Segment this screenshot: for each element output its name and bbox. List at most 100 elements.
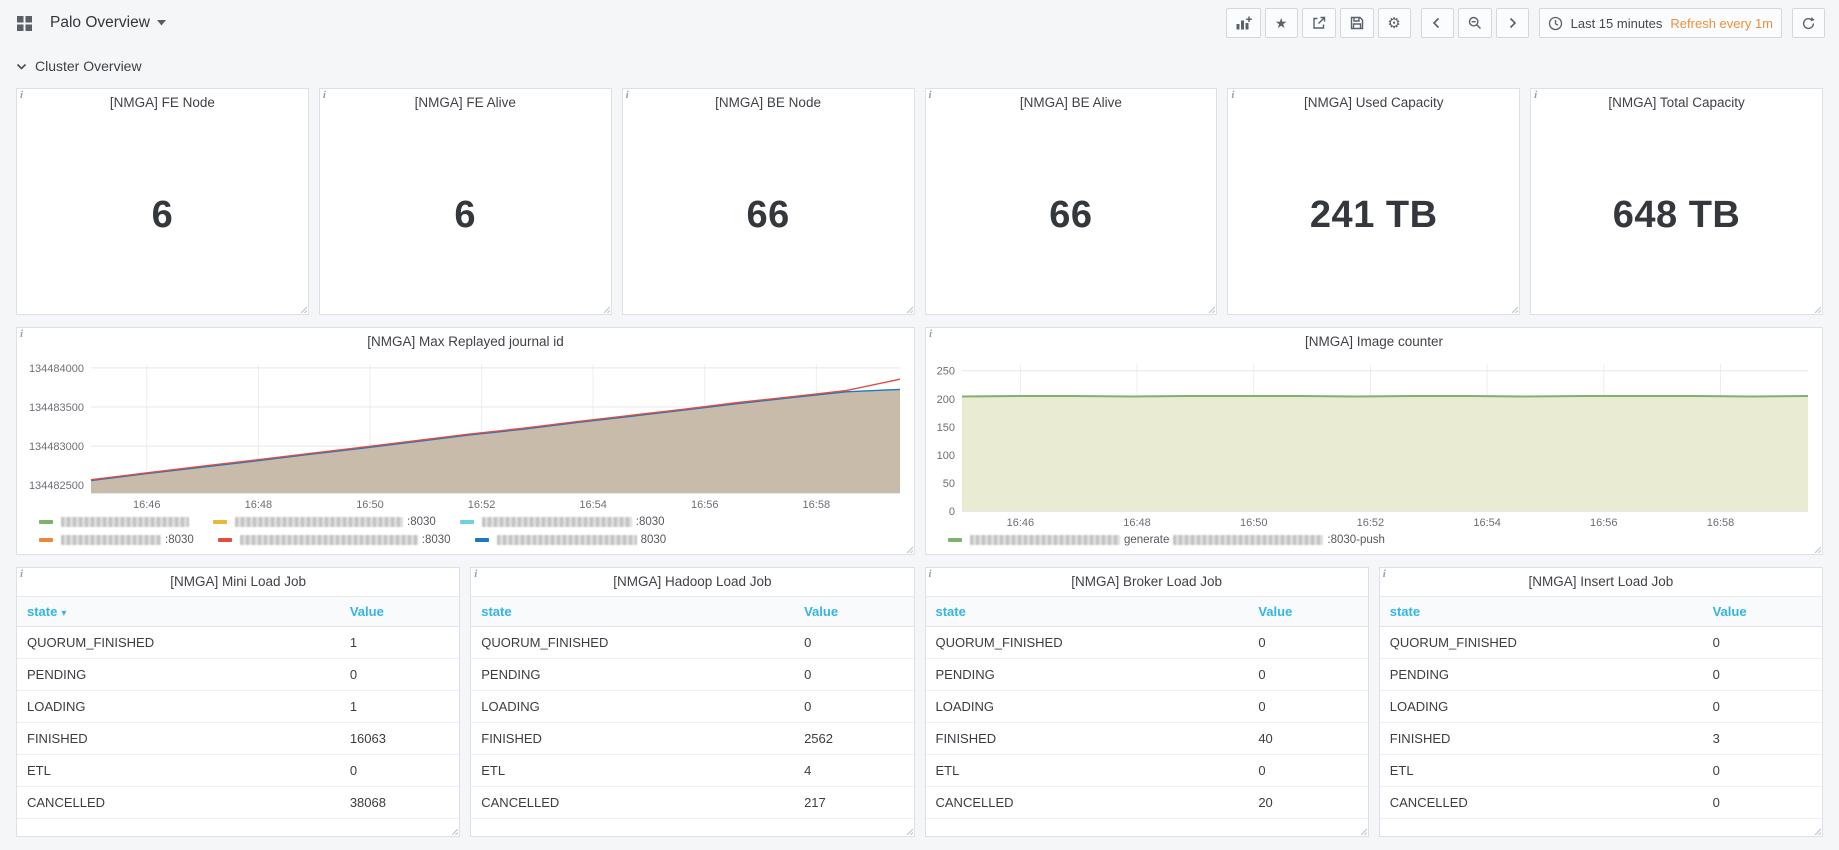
svg-text:16:58: 16:58 bbox=[1707, 517, 1735, 529]
panel-title[interactable]: [NMGA] BE Node bbox=[715, 95, 821, 110]
cell-value: 0 bbox=[1712, 795, 1720, 810]
panel-resize-handle[interactable] bbox=[1812, 544, 1821, 553]
panel-info-icon[interactable]: i bbox=[1382, 568, 1386, 580]
redacted-text bbox=[970, 535, 1120, 545]
panel-resize-handle[interactable] bbox=[449, 826, 459, 835]
cell-value: 0 bbox=[1712, 667, 1720, 682]
graph-plot-area[interactable]: 16:46 16:48 16:50 16:52 16:54 16:56 16:58 0 50 10… bbox=[926, 356, 1822, 531]
legend-item[interactable]: 8030 bbox=[474, 534, 669, 546]
column-header-value[interactable]: Value bbox=[1712, 604, 1747, 619]
panel-info-icon[interactable]: i bbox=[929, 328, 933, 340]
panel-title[interactable]: [NMGA] FE Alive bbox=[414, 95, 516, 110]
cell-value: 1 bbox=[349, 635, 358, 650]
graph-row: i [NMGA] Max Replayed journal id 16:46 16:4… bbox=[16, 327, 1823, 555]
panel-resize-handle[interactable] bbox=[1358, 826, 1367, 835]
table-panel: i [NMGA] Hadoop Load Job state Value QUORUM_… bbox=[470, 567, 915, 837]
legend-item[interactable]: generate:8030-push bbox=[948, 534, 1387, 546]
panel-resize-handle[interactable] bbox=[1812, 304, 1821, 313]
panel-info-icon[interactable]: i bbox=[20, 89, 24, 101]
panel-info-icon[interactable]: i bbox=[928, 89, 932, 101]
panel-resize-handle[interactable] bbox=[904, 826, 913, 835]
table-row: FINISHED 2562 bbox=[471, 723, 914, 755]
panel-resize-handle[interactable] bbox=[904, 304, 913, 313]
svg-text:134483000: 134483000 bbox=[29, 441, 84, 453]
cell-state: CANCELLED bbox=[935, 795, 1014, 810]
legend-item[interactable]: :8030 bbox=[459, 516, 667, 528]
panel-info-icon[interactable]: i bbox=[1231, 89, 1235, 101]
panel-title[interactable]: [NMGA] FE Node bbox=[109, 95, 215, 110]
table-row: QUORUM_FINISHED 1 bbox=[17, 627, 460, 659]
panel-info-icon[interactable]: i bbox=[928, 568, 932, 580]
star-dashboard-button[interactable]: ★ bbox=[1264, 8, 1298, 38]
zoom-out-button[interactable] bbox=[1457, 8, 1492, 38]
table-row: PENDING 0 bbox=[925, 659, 1368, 691]
panel-resize-handle[interactable] bbox=[1509, 304, 1519, 313]
legend-item[interactable]: :8030 bbox=[217, 534, 453, 546]
dashboard-title-dropdown[interactable]: Palo Overview bbox=[44, 13, 172, 33]
svg-text:16:56: 16:56 bbox=[1590, 517, 1618, 529]
svg-text:200: 200 bbox=[937, 394, 955, 406]
svg-text:134482500: 134482500 bbox=[29, 480, 84, 492]
panel-title[interactable]: [NMGA] Total Capacity bbox=[1608, 95, 1745, 110]
panel-title[interactable]: [NMGA] Used Capacity bbox=[1303, 95, 1444, 110]
dashboard-content: Cluster Overview i [NMGA] FE Node 6 i [NMGA]… bbox=[0, 52, 1839, 837]
cell-value: 0 bbox=[1712, 699, 1720, 714]
panel-title[interactable]: [NMGA] Hadoop Load Job bbox=[613, 574, 772, 589]
legend-item[interactable]: :8030 bbox=[39, 534, 196, 546]
panel-resize-handle[interactable] bbox=[298, 304, 307, 313]
cell-state: QUORUM_FINISHED bbox=[935, 635, 1063, 650]
panel-info-icon[interactable]: i bbox=[625, 89, 629, 101]
apps-grid-icon bbox=[17, 15, 32, 31]
cell-state: FINISHED bbox=[935, 731, 997, 746]
graph-canvas[interactable]: 16:46 16:48 16:50 16:52 16:54 16:56 16:58 0 50 10… bbox=[926, 356, 1822, 531]
time-shift-forward-button[interactable] bbox=[1495, 8, 1529, 38]
panel-title[interactable]: [NMGA] Image counter bbox=[1304, 334, 1444, 349]
panel-info-icon[interactable]: i bbox=[322, 89, 326, 101]
save-dashboard-button[interactable] bbox=[1339, 8, 1374, 38]
legend-label-text: 8030 bbox=[640, 534, 667, 546]
time-shift-back-button[interactable] bbox=[1420, 8, 1454, 38]
panel-title[interactable]: [NMGA] BE Alive bbox=[1019, 95, 1122, 110]
column-header-state[interactable]: state bbox=[1389, 604, 1421, 619]
column-header-value[interactable]: Value bbox=[1258, 604, 1293, 619]
add-panel-button[interactable] bbox=[1225, 8, 1261, 38]
column-header-value[interactable]: Value bbox=[804, 604, 839, 619]
column-header-state[interactable]: state bbox=[935, 604, 966, 619]
singlestat-panel: i [NMGA] FE Alive 6 bbox=[318, 88, 612, 315]
panel-info-icon[interactable]: i bbox=[1534, 89, 1538, 101]
panel-resize-handle[interactable] bbox=[601, 304, 610, 313]
legend-item[interactable] bbox=[39, 517, 191, 527]
main-menu-button[interactable] bbox=[14, 11, 35, 36]
column-header-state[interactable]: state ▾ bbox=[27, 604, 67, 619]
panel-title[interactable]: [NMGA] Mini Load Job bbox=[170, 574, 307, 589]
graph-canvas[interactable]: 16:46 16:48 16:50 16:52 16:54 16:56 16:58 13448… bbox=[17, 356, 914, 513]
cell-state: ETL bbox=[1389, 763, 1414, 778]
graph-body: 16:46 16:48 16:50 16:52 16:54 16:56 16:58 0 50 10… bbox=[926, 356, 1822, 554]
share-dashboard-button[interactable] bbox=[1301, 8, 1336, 38]
panel-resize-handle[interactable] bbox=[1206, 304, 1216, 313]
svg-text:150: 150 bbox=[937, 422, 955, 434]
panel-info-icon[interactable]: i bbox=[474, 568, 478, 580]
svg-text:16:52: 16:52 bbox=[468, 499, 496, 511]
legend-item[interactable]: :8030 bbox=[213, 516, 438, 528]
singlestat-value: 648 TB bbox=[1612, 194, 1741, 236]
panel-title[interactable]: [NMGA] Max Replayed journal id bbox=[367, 334, 564, 349]
column-header-state[interactable]: state bbox=[481, 604, 512, 619]
cell-value: 0 bbox=[804, 699, 812, 714]
dashboard-settings-button[interactable]: ⚙ bbox=[1377, 8, 1411, 38]
column-header-value[interactable]: Value bbox=[349, 604, 384, 619]
cell-state: PENDING bbox=[27, 667, 87, 682]
cell-value: 40 bbox=[1258, 731, 1273, 746]
row-toggle-cluster-overview[interactable]: Cluster Overview bbox=[16, 52, 1823, 80]
panel-info-icon[interactable]: i bbox=[20, 568, 24, 580]
panel-title[interactable]: [NMGA] Broker Load Job bbox=[1071, 574, 1223, 589]
cell-state: ETL bbox=[935, 763, 960, 778]
cell-state: QUORUM_FINISHED bbox=[1389, 635, 1517, 650]
graph-plot-area[interactable]: 16:46 16:48 16:50 16:52 16:54 16:56 16:58 13448… bbox=[17, 356, 914, 513]
time-range-picker-button[interactable]: Last 15 minutes Refresh every 1m bbox=[1538, 8, 1782, 38]
panel-info-icon[interactable]: i bbox=[20, 328, 24, 340]
panel-resize-handle[interactable] bbox=[904, 544, 913, 553]
refresh-dashboard-button[interactable] bbox=[1792, 8, 1825, 38]
panel-resize-handle[interactable] bbox=[1812, 826, 1821, 835]
panel-title[interactable]: [NMGA] Insert Load Job bbox=[1528, 574, 1674, 589]
